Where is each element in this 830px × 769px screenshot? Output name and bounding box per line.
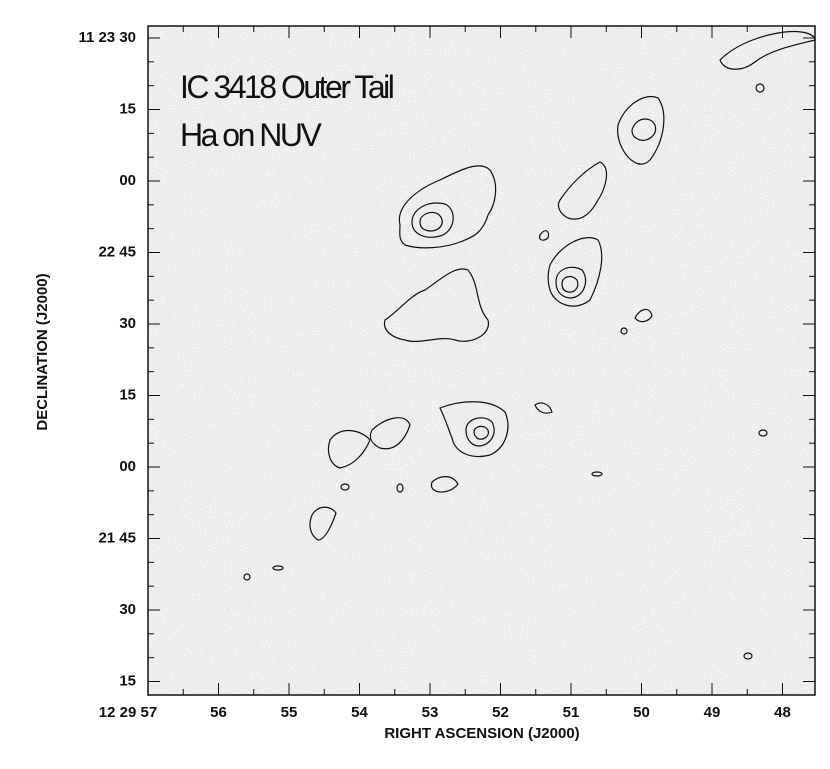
y-tick-label: 00	[119, 172, 136, 189]
x-tick-label: 55	[281, 704, 298, 721]
y-tick-label: 11 23 30	[78, 29, 136, 46]
y-tick-label: 15	[119, 386, 136, 403]
frame	[147, 25, 816, 696]
y-tick-label: 22 45	[98, 243, 136, 260]
y-tick-label: 15	[119, 100, 136, 117]
contours	[243, 30, 816, 660]
image-noise	[148, 26, 815, 695]
y-tick-label: 30	[119, 601, 136, 618]
y-tick-label: 15	[119, 672, 136, 689]
x-tick-label: 51	[563, 704, 580, 721]
y-tick-label: 21 45	[98, 529, 136, 546]
y-tick-label: 30	[119, 315, 136, 332]
x-tick-label: 53	[422, 704, 439, 721]
x-tick-label: 12 29 57	[99, 704, 157, 721]
x-axis-label: RIGHT ASCENSION (J2000)	[384, 725, 579, 742]
annotation: Ha on NUV	[180, 117, 323, 153]
annotation: IC 3418 Outer Tail	[180, 69, 393, 105]
x-tick-label: 54	[351, 704, 368, 721]
x-tick-label: 52	[492, 704, 509, 721]
y-tick-label: 00	[119, 458, 136, 475]
x-tick-label: 56	[210, 704, 227, 721]
y-axis-label: DECLINATION (J2000)	[34, 273, 51, 430]
x-tick-label: 49	[704, 704, 721, 721]
x-tick-label: 48	[774, 704, 791, 721]
x-tick-label: 50	[633, 704, 650, 721]
